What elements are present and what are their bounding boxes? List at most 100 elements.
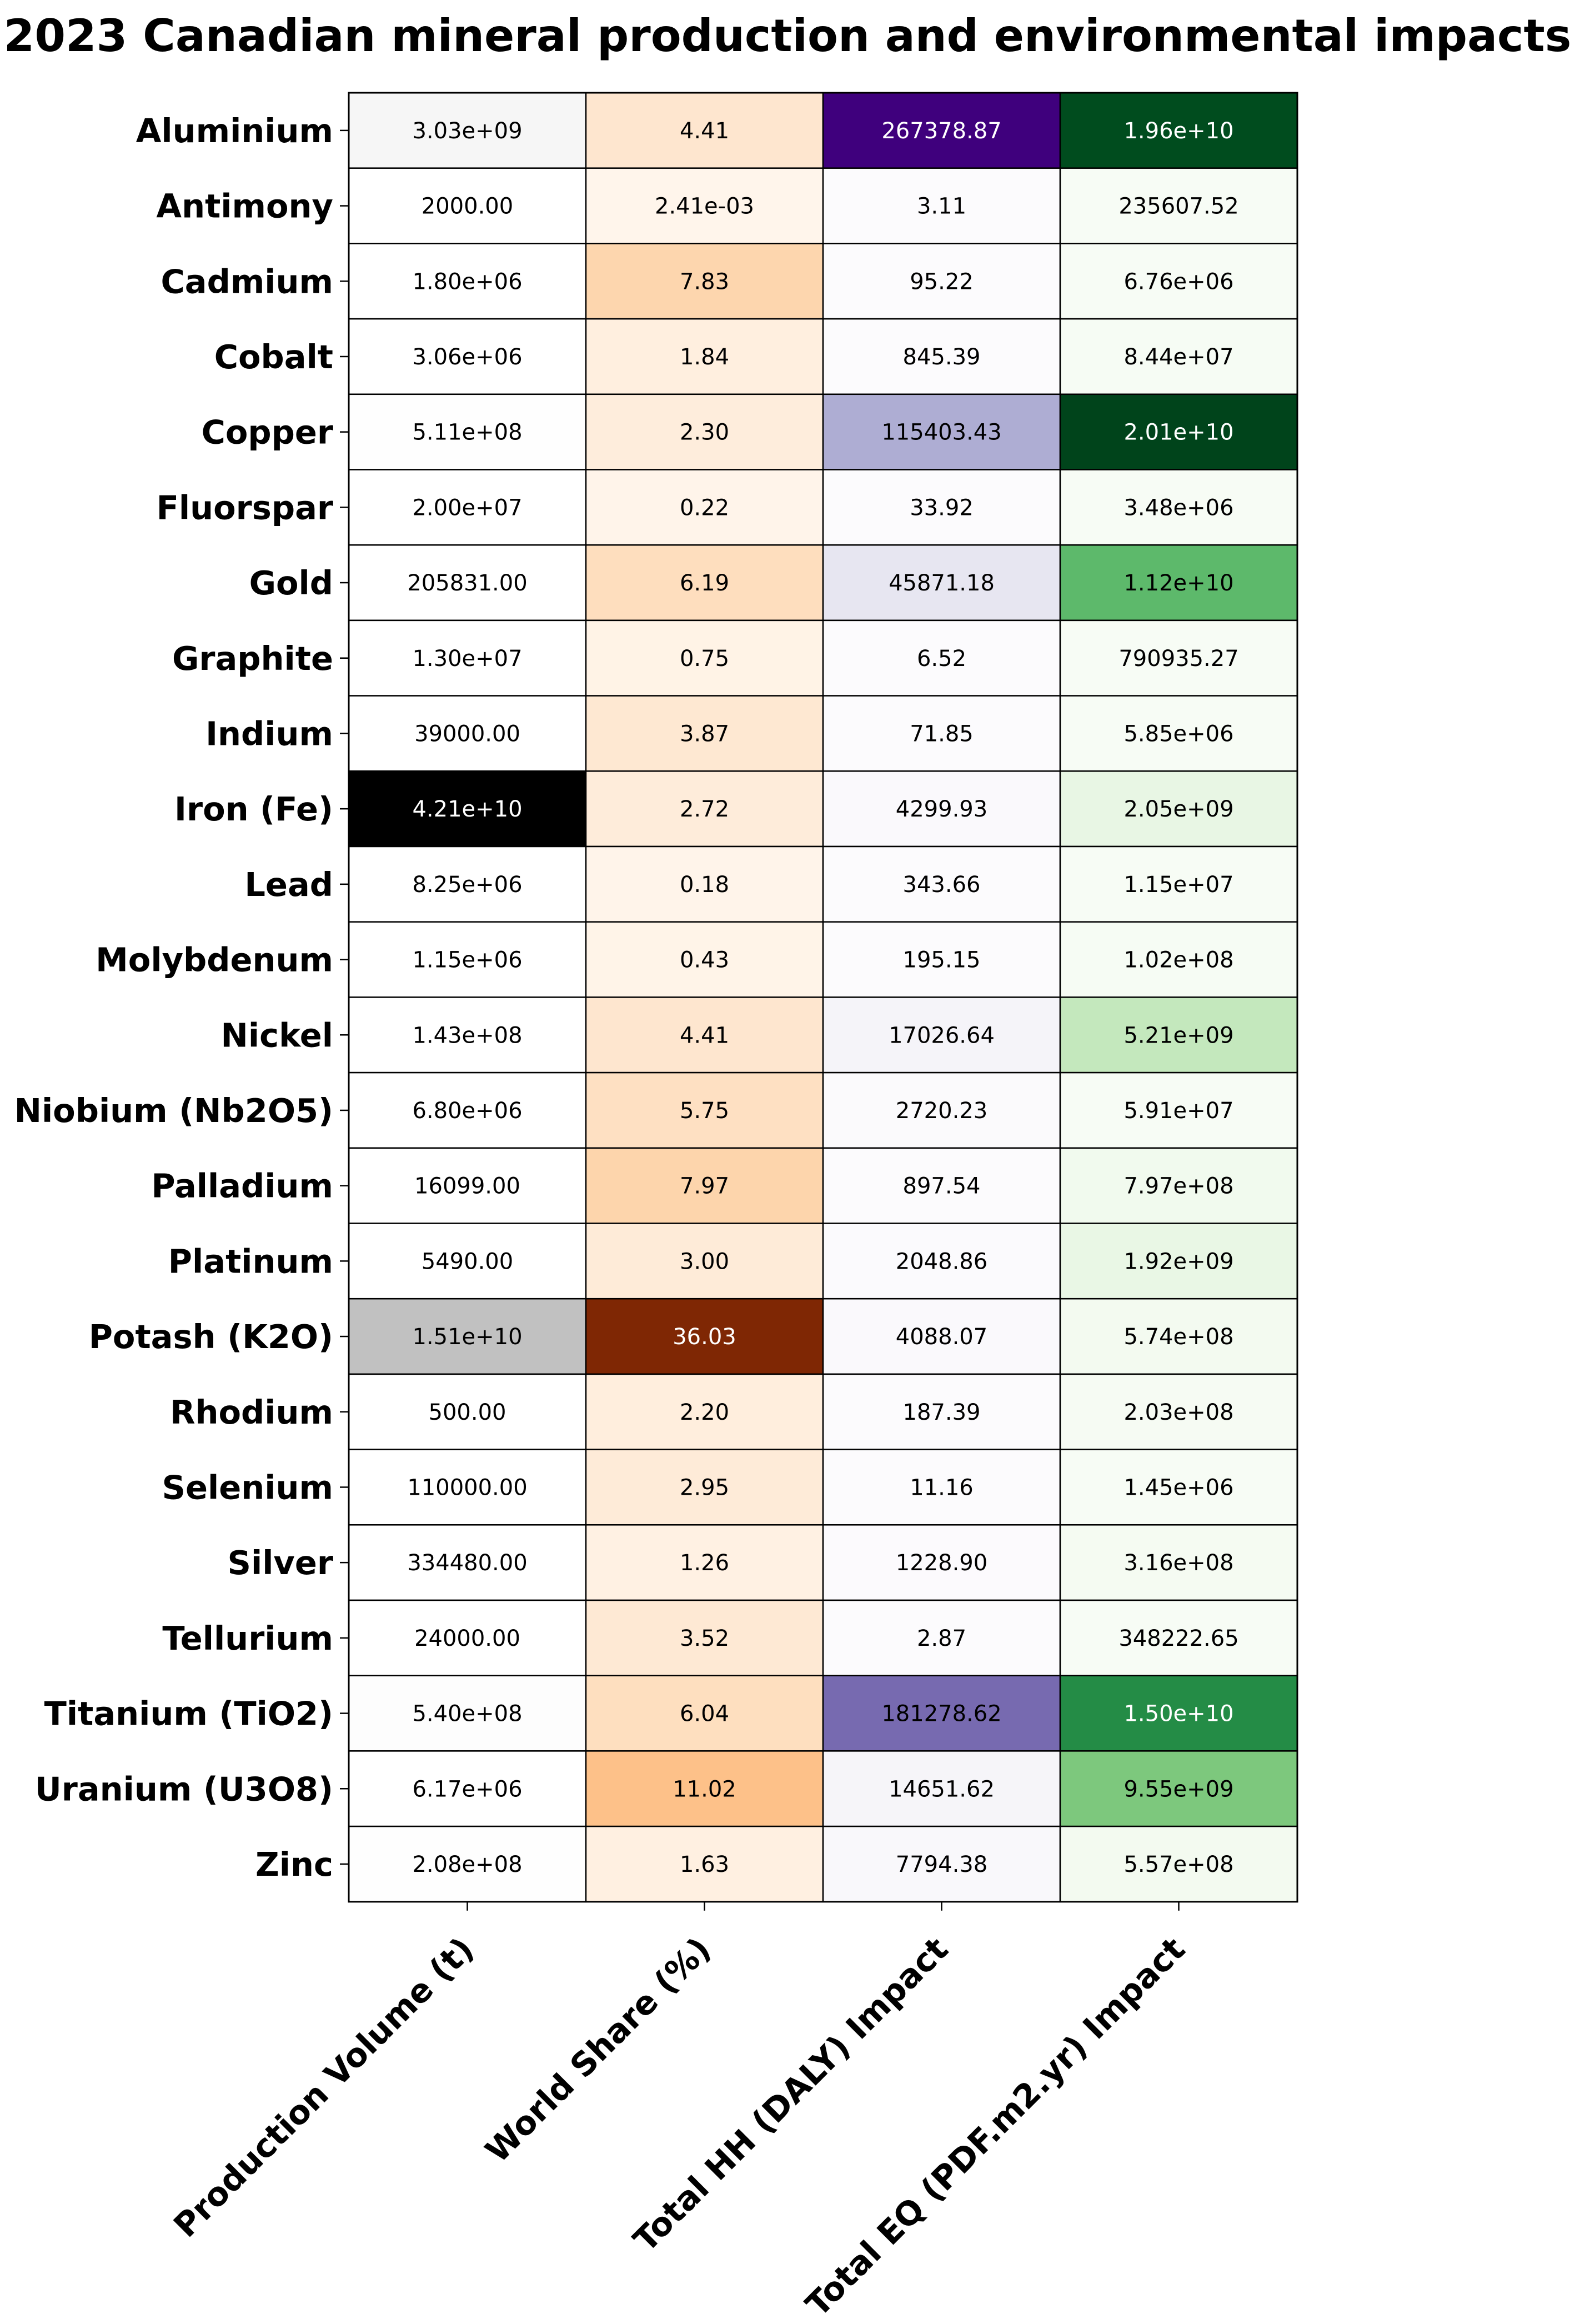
heatmap-cell: [822, 921, 1061, 998]
cell-value-label: 6.19: [680, 570, 729, 596]
cell-value-label: 7.83: [680, 269, 729, 294]
heatmap-cell: [822, 1825, 1061, 1903]
cell-value-label: 3.11: [917, 194, 966, 219]
heatmap-cell: [1059, 1071, 1298, 1149]
heatmap-cell: [348, 92, 587, 169]
heatmap-cell: [1059, 393, 1298, 470]
cell-value-label: 39000.00: [414, 721, 520, 747]
heatmap-cell: [348, 770, 587, 848]
heatmap-cell: [585, 1147, 824, 1224]
row-label: Aluminium: [136, 112, 333, 150]
heatmap-cell: [822, 1223, 1061, 1300]
heatmap-cell: [822, 1449, 1061, 1526]
heatmap-cell: [1059, 1825, 1298, 1903]
cell-value-label: 1.02e+08: [1123, 948, 1233, 973]
row-label: Indium: [205, 714, 333, 753]
heatmap-cell: [585, 845, 824, 923]
heatmap-cell: [348, 544, 587, 622]
cell-value-label: 6.76e+06: [1123, 269, 1233, 294]
heatmap-cell: [585, 393, 824, 470]
heatmap-cell: [348, 1223, 587, 1300]
cell-value-label: 5.91e+07: [1123, 1098, 1233, 1124]
cell-value-label: 4.41: [680, 1023, 729, 1048]
cell-value-label: 110000.00: [407, 1475, 527, 1500]
heatmap-cell: [1059, 619, 1298, 697]
cell-value-label: 5490.00: [422, 1249, 513, 1274]
cell-value-label: 2048.86: [896, 1249, 987, 1274]
heatmap-cell: [348, 243, 587, 320]
cell-value-label: 845.39: [903, 344, 981, 370]
row-label: Titanium (TiO2): [44, 1695, 333, 1733]
cell-value-label: 3.48e+06: [1123, 495, 1233, 520]
cell-value-label: 0.18: [680, 872, 729, 898]
cell-value-label: 4.41: [680, 118, 729, 144]
cell-value-label: 7.97e+08: [1123, 1174, 1233, 1199]
cell-value-label: 3.16e+08: [1123, 1550, 1233, 1576]
cell-value-label: 4299.93: [896, 797, 987, 822]
cell-value-label: 1.84: [680, 344, 729, 370]
heatmap-cell: [1059, 1147, 1298, 1224]
cell-value-label: 500.00: [429, 1400, 506, 1425]
cell-value-label: 0.22: [680, 495, 729, 520]
heatmap-cell: [348, 1298, 587, 1375]
cell-value-label: 2.05e+09: [1123, 797, 1233, 822]
cell-value-label: 195.15: [903, 948, 981, 973]
row-label: Molybdenum: [96, 941, 333, 979]
heatmap-cell: [822, 167, 1061, 244]
cell-value-label: 6.80e+06: [412, 1098, 522, 1124]
heatmap-cell: [585, 469, 824, 546]
cell-value-label: 3.52: [680, 1626, 729, 1651]
heatmap-cell: [585, 1524, 824, 1601]
cell-value-label: 1.45e+06: [1123, 1475, 1233, 1500]
cell-value-label: 187.39: [903, 1400, 981, 1425]
heatmap-cell: [585, 1449, 824, 1526]
cell-value-label: 36.03: [673, 1324, 736, 1350]
cell-value-label: 4088.07: [896, 1324, 987, 1350]
heatmap-cell: [585, 167, 824, 244]
row-label: Cadmium: [160, 262, 333, 300]
cell-value-label: 5.21e+09: [1123, 1023, 1233, 1048]
row-label: Nickel: [221, 1016, 333, 1054]
heatmap-cell: [1059, 1298, 1298, 1375]
row-label: Zinc: [255, 1845, 333, 1884]
cell-value-label: 267378.87: [881, 118, 1001, 144]
cell-value-label: 1.15e+06: [412, 948, 522, 973]
cell-value-label: 2.72: [680, 797, 729, 822]
heatmap-cell: [348, 1524, 587, 1601]
heatmap-cell: [822, 544, 1061, 622]
cell-value-label: 9.55e+09: [1123, 1776, 1233, 1802]
cell-value-label: 2720.23: [896, 1098, 987, 1124]
cell-value-label: 11.02: [673, 1776, 736, 1802]
heatmap-cell: [348, 1675, 587, 1752]
row-label: Niobium (Nb2O5): [14, 1091, 333, 1130]
heatmap-cell: [822, 1071, 1061, 1149]
cell-value-label: 2.08e+08: [412, 1852, 522, 1877]
heatmap-cell: [348, 1599, 587, 1676]
cell-value-label: 17026.64: [889, 1023, 995, 1048]
row-label: Palladium: [151, 1167, 333, 1205]
heatmap-cell: [1059, 1599, 1298, 1676]
cell-value-label: 6.52: [917, 646, 966, 672]
cell-value-label: 1228.90: [896, 1550, 987, 1576]
cell-value-label: 95.22: [910, 269, 974, 294]
heatmap-cell: [822, 1524, 1061, 1601]
cell-value-label: 8.44e+07: [1123, 344, 1233, 370]
row-label: Selenium: [162, 1468, 333, 1506]
heatmap-cell: [822, 1147, 1061, 1224]
row-label: Antimony: [156, 187, 333, 226]
cell-value-label: 3.00: [680, 1249, 729, 1274]
row-label: Cobalt: [214, 338, 333, 376]
cell-value-label: 24000.00: [414, 1626, 520, 1651]
cell-value-label: 334480.00: [407, 1550, 527, 1576]
cell-value-label: 2.20: [680, 1400, 729, 1425]
cell-value-label: 2.30: [680, 420, 729, 445]
cell-value-label: 1.80e+06: [412, 269, 522, 294]
cell-value-label: 348222.65: [1118, 1626, 1238, 1651]
heatmap-cell: [348, 1147, 587, 1224]
cell-value-label: 11.16: [910, 1475, 974, 1500]
cell-value-label: 2.03e+08: [1123, 1400, 1233, 1425]
row-label: Lead: [244, 865, 333, 904]
heatmap-cell: [822, 845, 1061, 923]
heatmap-cell: [585, 1825, 824, 1903]
